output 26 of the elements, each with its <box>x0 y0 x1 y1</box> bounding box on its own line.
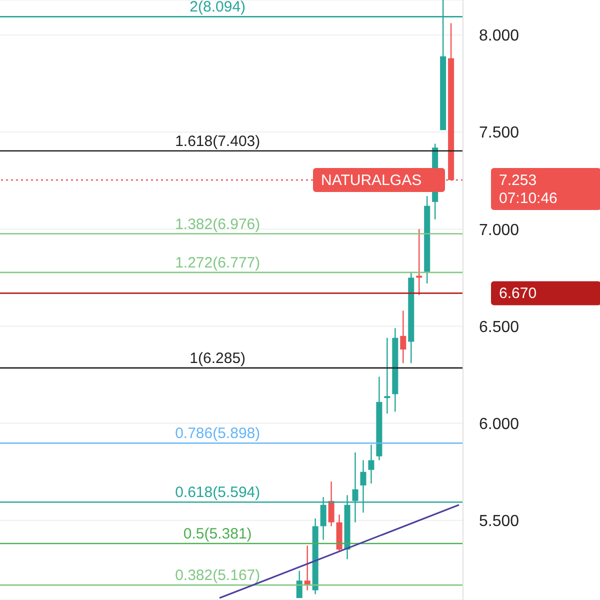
candlestick <box>368 444 374 484</box>
ref-line-label: 0.382(5.167) <box>175 567 260 584</box>
ref-line-label: 0.618(5.594) <box>175 484 260 502</box>
ref-line-label: 0.5(5.381) <box>183 525 252 542</box>
y-tick-label: 8.000 <box>479 28 520 45</box>
candlestick <box>400 310 406 364</box>
candlestick <box>296 570 302 599</box>
y-tick-label: 5.500 <box>479 513 520 530</box>
ref-line-label: 0.786(5.898) <box>175 425 260 442</box>
candlestick <box>384 337 390 414</box>
ref-line-label: 1.272(6.777) <box>175 254 260 272</box>
annotation: NATURALGAS <box>321 172 422 189</box>
ref-line-label: 6.670 <box>499 285 537 302</box>
candlestick <box>416 228 422 296</box>
y-tick-label: 6.000 <box>479 416 520 433</box>
ref-line-label: 1(6.285) <box>190 350 246 367</box>
ref-line-label: 7.253 <box>499 172 537 189</box>
y-tick-label: 7.500 <box>479 124 520 142</box>
text: 07:10:46 <box>499 190 558 207</box>
ref-line-label: 1.382(6.976) <box>175 216 260 233</box>
candlestick <box>304 545 310 591</box>
ref-line-label: 1.618(7.403) <box>175 132 260 150</box>
y-tick-label: 7.000 <box>479 222 520 239</box>
ref-line-label: 2(8.094) <box>190 0 246 16</box>
candlestick <box>328 480 334 527</box>
y-tick-label: 6.500 <box>479 318 520 336</box>
